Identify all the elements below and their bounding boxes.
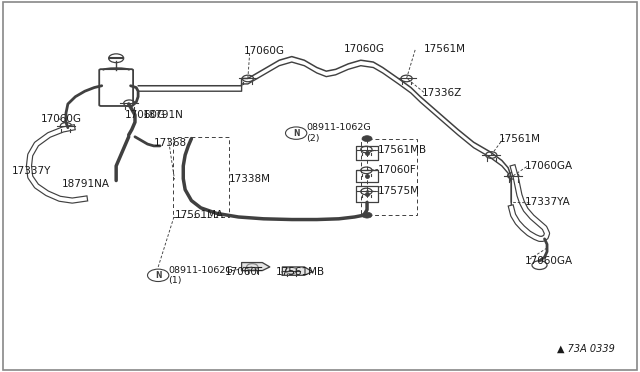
Text: 17561MB: 17561MB [378,145,427,154]
Text: 17060GA: 17060GA [525,161,573,171]
Text: 17575M: 17575M [378,186,420,196]
Text: 17060G: 17060G [344,44,385,54]
Text: 08911-1062G
(2): 08911-1062G (2) [306,124,371,143]
Text: N: N [293,129,300,138]
Text: 17561MB: 17561MB [276,267,325,277]
Text: 17060G: 17060G [124,110,165,120]
Bar [173,137,229,217]
Text: 18791N: 18791N [143,110,184,120]
Text: 17337YA: 17337YA [525,198,571,208]
Text: 17561M: 17561M [499,134,541,144]
Text: 17561M: 17561M [424,44,466,54]
Polygon shape [282,267,312,275]
Bar [361,139,417,215]
Text: 18791NA: 18791NA [61,179,109,189]
Text: 17368: 17368 [154,138,187,148]
Text: ▲ 73A 0339: ▲ 73A 0339 [557,344,615,354]
Text: 17337Y: 17337Y [12,166,51,176]
Text: 08911-1062G
(1): 08911-1062G (1) [168,266,233,285]
Text: 17060G: 17060G [41,113,82,124]
Text: 17060GA: 17060GA [525,256,573,266]
Text: 17336Z: 17336Z [422,88,462,98]
Text: 17561MA: 17561MA [175,210,223,220]
Circle shape [362,136,372,141]
Text: N: N [155,271,161,280]
Polygon shape [242,263,270,270]
Text: 17338M: 17338M [229,174,271,185]
Text: 17060G: 17060G [243,46,285,56]
Text: 17060F: 17060F [378,164,417,174]
Text: 17060F: 17060F [225,267,264,277]
Circle shape [362,212,372,218]
